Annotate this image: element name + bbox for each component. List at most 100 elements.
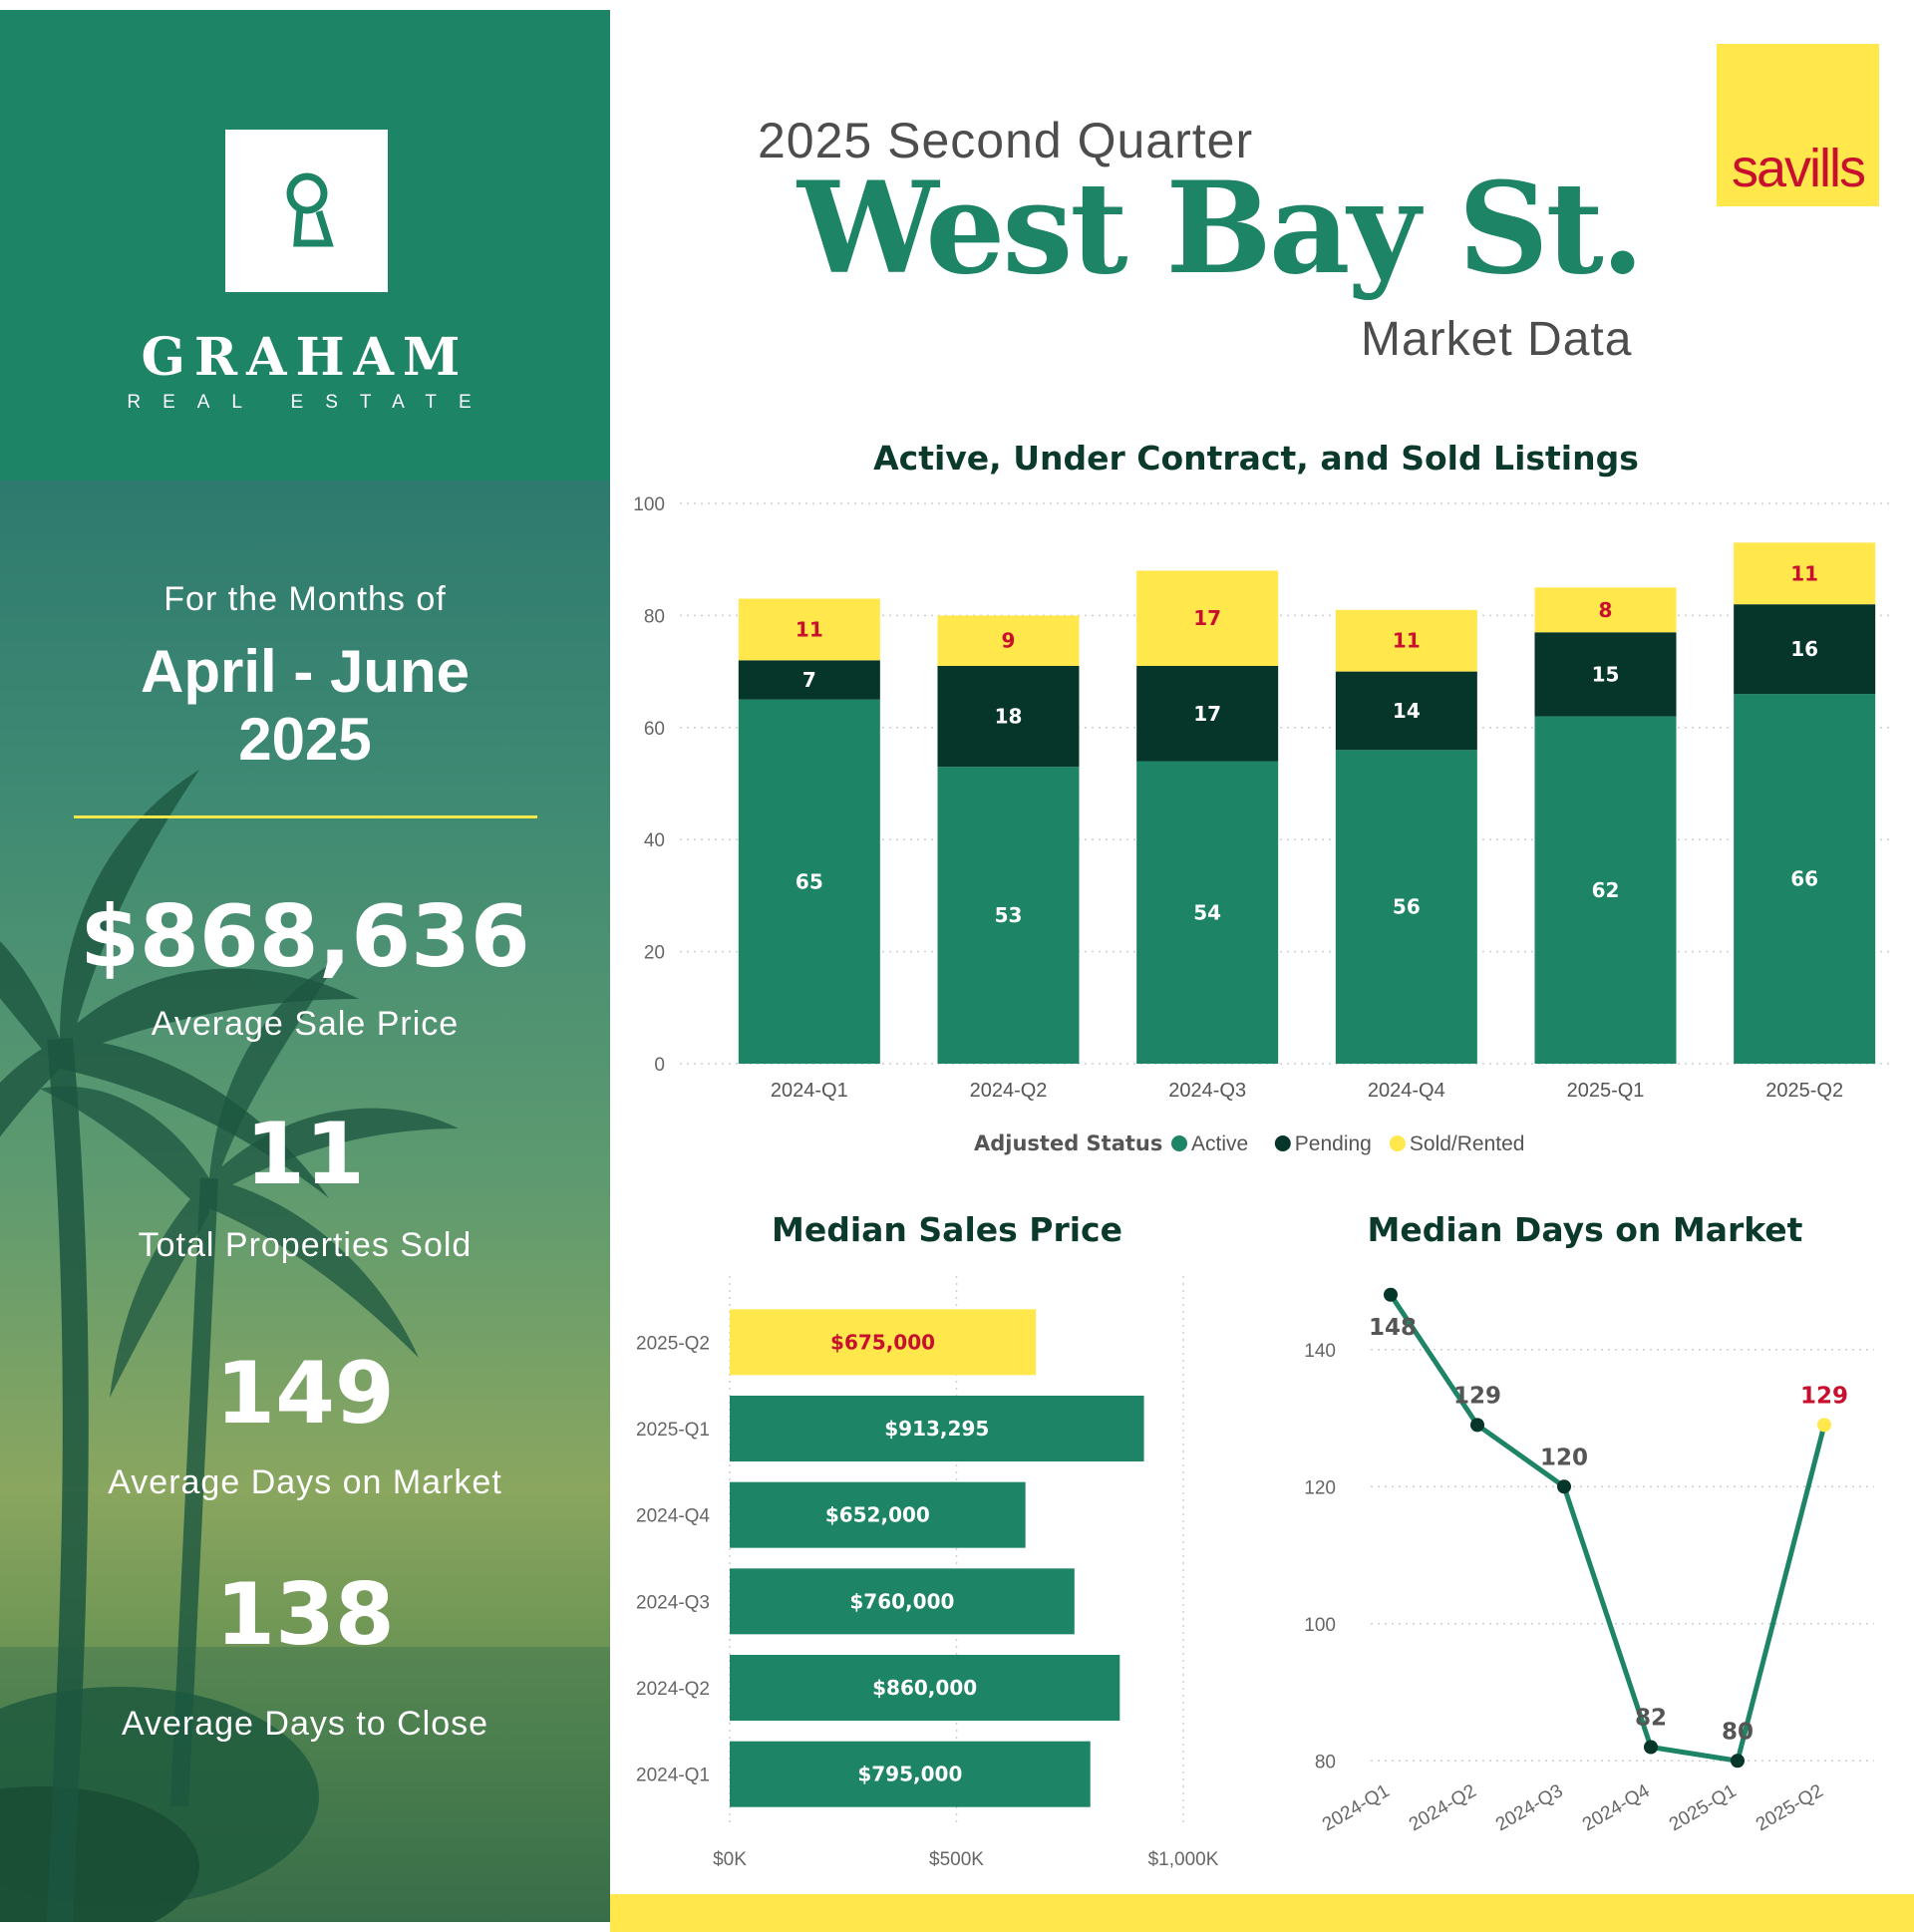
x-tick-label: 2025-Q2 <box>1753 1780 1827 1835</box>
stat-value-avg-days-on-market: 149 <box>215 1344 395 1444</box>
data-label: $860,000 <box>872 1676 977 1700</box>
data-label: 148 <box>1369 1315 1417 1341</box>
stat-value-avg-days-to-close: 138 <box>215 1565 395 1665</box>
series-line <box>1388 1293 1827 1764</box>
bar-segment-pending <box>1335 671 1477 751</box>
data-label: $913,295 <box>884 1417 989 1441</box>
data-label: 7 <box>802 668 816 692</box>
legend-label: Active <box>1191 1132 1248 1155</box>
graham-logo <box>225 130 388 292</box>
data-label: $795,000 <box>857 1763 962 1786</box>
bar-segment-pending <box>937 665 1080 768</box>
price-bar <box>730 1741 1091 1807</box>
data-label: 11 <box>1393 629 1421 653</box>
y-tick-label: 140 <box>1304 1341 1336 1362</box>
x-tick-label: 2025-Q1 <box>1666 1780 1741 1835</box>
period-intro: For the Months of <box>163 580 447 618</box>
stat-value-avg-sale-price: $868,636 <box>80 887 530 987</box>
divider <box>74 815 537 818</box>
palm-tree-illustration <box>0 770 610 1922</box>
legend-label: Sold/Rented <box>1410 1132 1525 1155</box>
bar-segment-sold-rented <box>738 598 880 661</box>
data-label: 80 <box>1722 1719 1754 1745</box>
stat-label-avg-days-to-close: Average Days to Close <box>121 1705 489 1743</box>
legend-swatch <box>1171 1135 1187 1151</box>
y-tick-label: 100 <box>633 494 665 515</box>
bar-segment-active <box>937 767 1080 1064</box>
data-point <box>1384 1287 1398 1302</box>
data-label: 53 <box>995 903 1023 927</box>
data-label: 66 <box>1790 867 1818 891</box>
data-label: 8 <box>1599 598 1613 622</box>
bar-segment-active <box>1734 694 1876 1064</box>
brand-name: GRAHAM <box>141 327 470 388</box>
keyhole-icon <box>286 172 334 246</box>
legend-swatch <box>1389 1135 1406 1151</box>
x-tick-label: 2025-Q1 <box>1567 1080 1645 1102</box>
data-point <box>1644 1740 1658 1755</box>
price-bar <box>730 1481 1026 1548</box>
y-tick-label: 80 <box>644 606 665 627</box>
data-label: 14 <box>1393 699 1421 723</box>
y-tick-label: 120 <box>1304 1477 1336 1498</box>
x-tick-label: 2024-Q4 <box>1579 1780 1654 1835</box>
price-bar <box>730 1568 1075 1635</box>
data-label: 56 <box>1393 895 1421 919</box>
data-label: 17 <box>1193 702 1221 726</box>
data-label: 62 <box>1592 878 1620 902</box>
report-period-heading: 2025 Second Quarter <box>758 113 1254 168</box>
price-bar <box>730 1655 1120 1721</box>
savills-logo: savills <box>1717 44 1879 206</box>
y-tick-label: 0 <box>654 1055 665 1076</box>
y-tick-label: 80 <box>1315 1752 1336 1772</box>
y-tick-label: 2025-Q1 <box>636 1420 710 1441</box>
x-tick-label: 2024-Q3 <box>1492 1780 1567 1835</box>
data-label: 9 <box>1002 629 1016 653</box>
data-label: 129 <box>1453 1383 1501 1409</box>
bar-segment-sold-rented <box>1136 570 1279 666</box>
data-label: 11 <box>1790 561 1818 585</box>
savills-logo-text: savills <box>1731 139 1866 198</box>
left-sidebar: GRAHAM REAL ESTATE For the Months of Apr… <box>0 10 610 1922</box>
footer-accent-bar <box>610 1894 1914 1932</box>
x-tick-label: $0K <box>713 1849 747 1870</box>
x-tick-label: 2024-Q1 <box>771 1080 848 1102</box>
palm-background <box>0 481 610 1922</box>
bar-segment-sold-rented <box>937 615 1080 666</box>
chart-title-median-price: Median Sales Price <box>772 1210 1122 1249</box>
data-label: $760,000 <box>849 1589 954 1613</box>
bar-segment-active <box>738 699 880 1064</box>
x-tick-label: $1,000K <box>1148 1849 1219 1870</box>
data-label: 65 <box>796 869 823 893</box>
x-tick-label: 2024-Q4 <box>1368 1080 1445 1102</box>
y-tick-label: 40 <box>644 830 665 851</box>
data-label: $675,000 <box>830 1330 935 1354</box>
x-tick-label: $500K <box>929 1849 984 1870</box>
x-tick-label: 2024-Q1 <box>1319 1780 1394 1835</box>
chart-title-listings: Active, Under Contract, and Sold Listing… <box>873 439 1639 478</box>
period-range-months: April - June <box>140 638 471 705</box>
stat-label-avg-sale-price: Average Sale Price <box>151 1005 460 1043</box>
report-subtitle: Market Data <box>1361 313 1633 366</box>
price-bar <box>730 1309 1037 1376</box>
data-point <box>1557 1479 1571 1494</box>
bar-segment-active <box>1335 750 1477 1064</box>
data-label: 17 <box>1193 606 1221 630</box>
bar-segment-pending <box>1534 632 1677 717</box>
x-tick-label: 2024-Q3 <box>1168 1080 1246 1102</box>
page-title: West Bay St. <box>798 155 1645 302</box>
bar-segment-pending <box>1136 665 1279 762</box>
data-label: 120 <box>1540 1445 1588 1470</box>
period-range: April - June 2025 <box>0 638 610 774</box>
bar-segment-active <box>1136 761 1279 1064</box>
data-label: 15 <box>1592 662 1620 686</box>
y-tick-label: 2024-Q1 <box>636 1766 710 1786</box>
x-tick-label: 2024-Q2 <box>1406 1780 1480 1835</box>
data-label: 11 <box>796 617 823 641</box>
brand-subtitle: REAL ESTATE <box>127 392 493 413</box>
y-tick-label: 2025-Q2 <box>636 1333 710 1354</box>
listings-stacked-bar-chart: 0 20 40 60 80 100 65 7 11 2024-Q1 53 18 9 2024-Q2 54 17… <box>633 494 1894 1155</box>
y-tick-label: 2024-Q3 <box>636 1592 710 1613</box>
x-tick-label: 2024-Q2 <box>970 1080 1048 1102</box>
stat-label-total-sold: Total Properties Sold <box>138 1226 473 1264</box>
